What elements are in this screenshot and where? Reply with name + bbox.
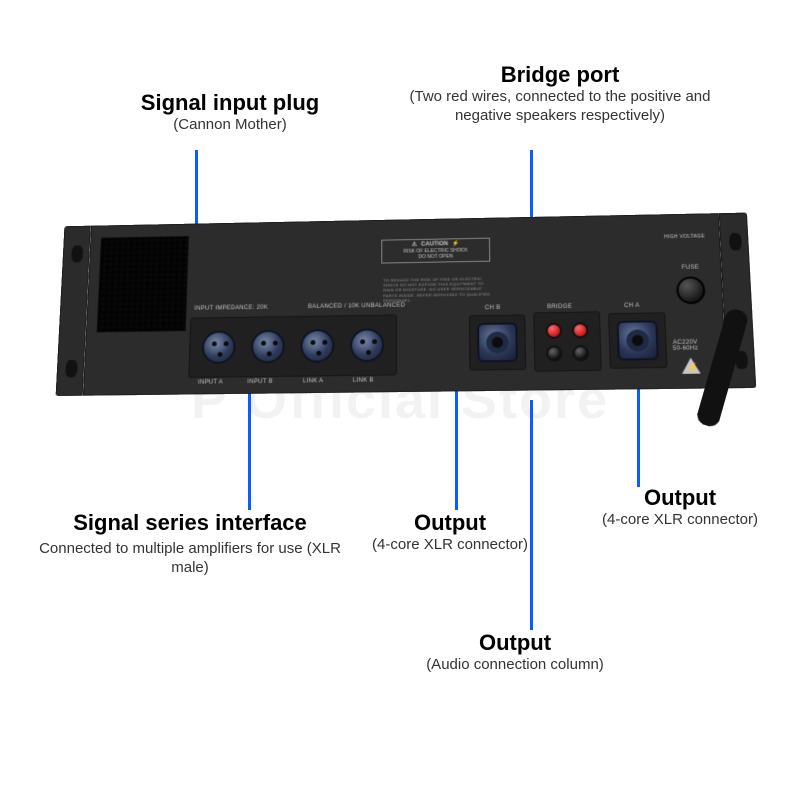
- xlr-panel: [188, 314, 397, 377]
- callout-subtitle: (Audio connection column): [390, 656, 640, 675]
- vent-grill: [96, 236, 189, 333]
- binding-post-bridge-neg: [572, 322, 589, 338]
- binding-post-bridge-pos: [546, 322, 563, 338]
- panel-label: HIGH VOLTAGE: [664, 234, 705, 241]
- panel-label: INPUT IMPEDANCE: 20K: [194, 305, 268, 312]
- callout-title: Signal input plug: [95, 90, 365, 116]
- callout-title: Output: [345, 510, 555, 536]
- callout-title: Output: [575, 485, 785, 511]
- xlr-input-a: [202, 330, 236, 364]
- callout-subtitle: Connected to multiple amplifiers for use…: [35, 540, 345, 578]
- callout-title: Signal series interface: [35, 510, 345, 536]
- callout-output-right-speakon: Output (4-core XLR connector): [575, 485, 785, 530]
- panel-label: AC220V 50-60Hz: [672, 340, 698, 352]
- callout-subtitle: (4-core XLR connector): [345, 536, 555, 555]
- panel-fineprint: TO REDUCE THE RISK OF FIRE OR ELECTRIC S…: [383, 276, 491, 303]
- panel-label: CH A: [624, 303, 640, 309]
- panel-label: LINK B: [353, 378, 374, 384]
- binding-post-panel: [533, 311, 602, 371]
- xlr-input-b: [251, 330, 285, 364]
- callout-bridge-port: Bridge port (Two red wires, connected to…: [380, 62, 740, 126]
- callout-signal-series: Signal series interface Connected to mul…: [35, 510, 345, 578]
- callout-title: Bridge port: [380, 62, 740, 88]
- xlr-link-a: [300, 329, 334, 363]
- panel-label: LINK A: [303, 378, 323, 384]
- panel-label: BRIDGE: [547, 304, 572, 310]
- speakon-ch-b: [477, 322, 518, 362]
- hv-warning-icon: [681, 358, 700, 374]
- binding-post-b-neg: [572, 345, 589, 361]
- fuse-holder: [676, 276, 706, 304]
- callout-subtitle: (Cannon Mother): [95, 116, 365, 135]
- panel-label: BALANCED / 10K UNBALANCED: [308, 303, 405, 310]
- callout-output-binding: Output (Audio connection column): [390, 630, 640, 675]
- speakon-panel-a: [608, 312, 667, 368]
- panel-label: FUSE: [682, 265, 700, 271]
- callout-subtitle: (4-core XLR connector): [575, 511, 785, 530]
- amplifier-unit: INPUT IMPEDANCE: 20K BALANCED / 10K UNBA…: [52, 215, 752, 445]
- callout-signal-input: Signal input plug (Cannon Mother): [95, 90, 365, 135]
- panel-label: INPUT A: [198, 379, 223, 385]
- xlr-link-b: [350, 328, 384, 362]
- callout-subtitle: (Two red wires, connected to the positiv…: [380, 88, 740, 126]
- panel-label: INPUT B: [247, 379, 273, 385]
- callout-title: Output: [390, 630, 640, 656]
- caution-label: ⚠ CAUTION ⚡ RISK OF ELECTRIC SHOCK DO NO…: [381, 238, 490, 264]
- amp-rear-panel: INPUT IMPEDANCE: 20K BALANCED / 10K UNBA…: [83, 213, 728, 396]
- speakon-panel-b: [469, 314, 526, 370]
- panel-label: CH B: [485, 305, 501, 311]
- binding-post-a-neg: [546, 345, 563, 361]
- callout-output-left-speakon: Output (4-core XLR connector): [345, 510, 555, 555]
- lightning-icon: ⚡: [687, 363, 699, 374]
- speakon-ch-a: [617, 320, 659, 360]
